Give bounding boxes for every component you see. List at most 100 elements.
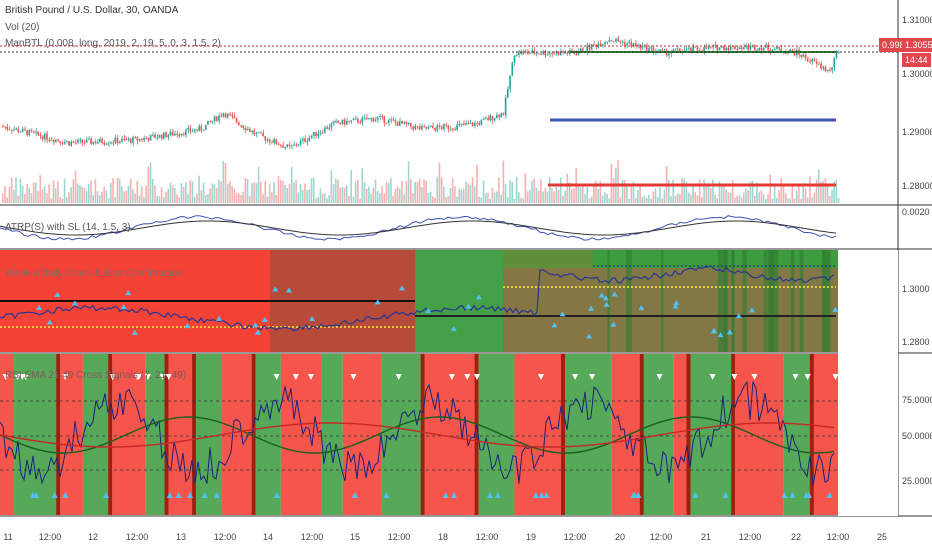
- candle-body: [443, 124, 445, 130]
- volume-bar: [822, 180, 824, 203]
- candle-body: [760, 47, 763, 51]
- rsi-bg: [82, 354, 113, 515]
- atr-pane-title[interactable]: ATRP(S) with SL (14, 1.5, 3): [5, 222, 131, 233]
- indicator-legend[interactable]: ManBTL (0.008, long, 2019, 2, 19, 5, 0, …: [5, 38, 221, 49]
- candle-body: [352, 118, 355, 121]
- volume-bar: [502, 160, 505, 203]
- candle-body: [458, 124, 461, 126]
- candle-body: [590, 44, 593, 50]
- candle-body: [522, 51, 525, 55]
- rsi-down-marker: [538, 374, 545, 380]
- volume-bar: [769, 174, 772, 203]
- volume-bar: [79, 185, 81, 203]
- volume-bar: [522, 198, 525, 203]
- volume-bar: [767, 194, 769, 203]
- candle-body: [778, 46, 780, 49]
- volume-bar: [15, 177, 17, 203]
- rsi-down-marker: [144, 374, 151, 380]
- volume-legend[interactable]: Vol (20): [5, 22, 40, 33]
- candle-body: [425, 126, 428, 129]
- volume-bar: [6, 197, 9, 203]
- candle-body: [92, 141, 95, 144]
- candle-body: [716, 44, 719, 51]
- volume-bar: [811, 197, 813, 203]
- volume-bar: [4, 186, 6, 203]
- volume-bar: [310, 178, 313, 203]
- volume-bar: [601, 195, 604, 203]
- candle-body: [809, 61, 811, 63]
- volume-bar: [542, 191, 544, 203]
- candle-body: [394, 120, 397, 123]
- volume-bar: [21, 185, 24, 203]
- rsi-pane-title[interactable]: RSI EMA 21 49 Cross Signals (7, 21, 49): [5, 370, 187, 381]
- candle-body: [24, 128, 26, 131]
- volume-bar: [185, 182, 187, 203]
- volume-bar: [253, 182, 256, 203]
- volume-bar: [248, 196, 251, 203]
- rsi-bg-stripe: [731, 354, 736, 515]
- candle-body: [21, 128, 24, 132]
- rsi-up-marker: [722, 492, 729, 498]
- volume-bar: [220, 181, 222, 203]
- volume-bar: [467, 183, 469, 203]
- volume-bar: [196, 193, 198, 203]
- time-label-13: 12:00: [563, 532, 587, 542]
- candle-body: [110, 142, 112, 144]
- bias-marker: [252, 322, 259, 328]
- volume-bar: [70, 187, 72, 203]
- candle-body: [171, 131, 174, 136]
- volume-bar: [231, 185, 233, 203]
- rsi-bg-stripe: [108, 354, 113, 515]
- candle-body: [454, 128, 456, 130]
- atr-line: [0, 215, 837, 241]
- volume-bar: [784, 193, 787, 203]
- symbol-title[interactable]: British Pound / U.S. Dollar, 30, OANDA: [5, 5, 179, 16]
- candle-body: [323, 127, 326, 133]
- volume-bar: [641, 197, 644, 203]
- volume-bar: [427, 193, 430, 203]
- volume-bar: [264, 181, 267, 203]
- volume-bar: [348, 195, 350, 203]
- volume-bar: [518, 192, 520, 203]
- candle-body: [482, 118, 485, 120]
- candle-body: [282, 145, 284, 148]
- rsi-bg: [783, 354, 814, 515]
- bias-marker: [36, 304, 43, 310]
- volume-bar: [193, 196, 196, 203]
- volume-bar: [645, 197, 648, 203]
- candle-body: [244, 128, 247, 131]
- volume-bar: [176, 194, 178, 203]
- time-label-19: 12:00: [826, 532, 850, 542]
- volume-bar: [37, 191, 39, 203]
- rsi-up-marker: [486, 492, 493, 498]
- bias-marker: [46, 319, 53, 325]
- volume-bar: [26, 184, 28, 203]
- volume-bar: [639, 186, 641, 203]
- volume-bar: [125, 190, 128, 203]
- volume-bar: [277, 175, 280, 203]
- bias-pane-title[interactable]: Weekly/Daily Cross & Bias Confirmation: [5, 268, 183, 279]
- volume-bar: [498, 177, 500, 203]
- bias-stripe: [773, 250, 779, 352]
- volume-bar: [209, 188, 211, 203]
- volume-bar: [590, 196, 593, 203]
- volume-bar: [198, 175, 200, 203]
- volume-bar: [491, 187, 494, 203]
- rsi-down-marker: [464, 374, 471, 380]
- candle-body: [376, 117, 379, 120]
- candle-body: [275, 139, 278, 145]
- volume-bar: [271, 192, 273, 203]
- bias-marker: [399, 285, 406, 291]
- volume-bar: [707, 183, 710, 203]
- candle-body: [445, 124, 447, 126]
- volume-bar: [132, 189, 134, 203]
- candle-body: [612, 41, 615, 43]
- volume-bar: [255, 183, 258, 203]
- candle-body: [434, 128, 436, 131]
- bias-price-line: [0, 265, 835, 332]
- volume-bar: [299, 183, 302, 203]
- volume-bar: [171, 185, 174, 203]
- candle-body: [421, 126, 423, 130]
